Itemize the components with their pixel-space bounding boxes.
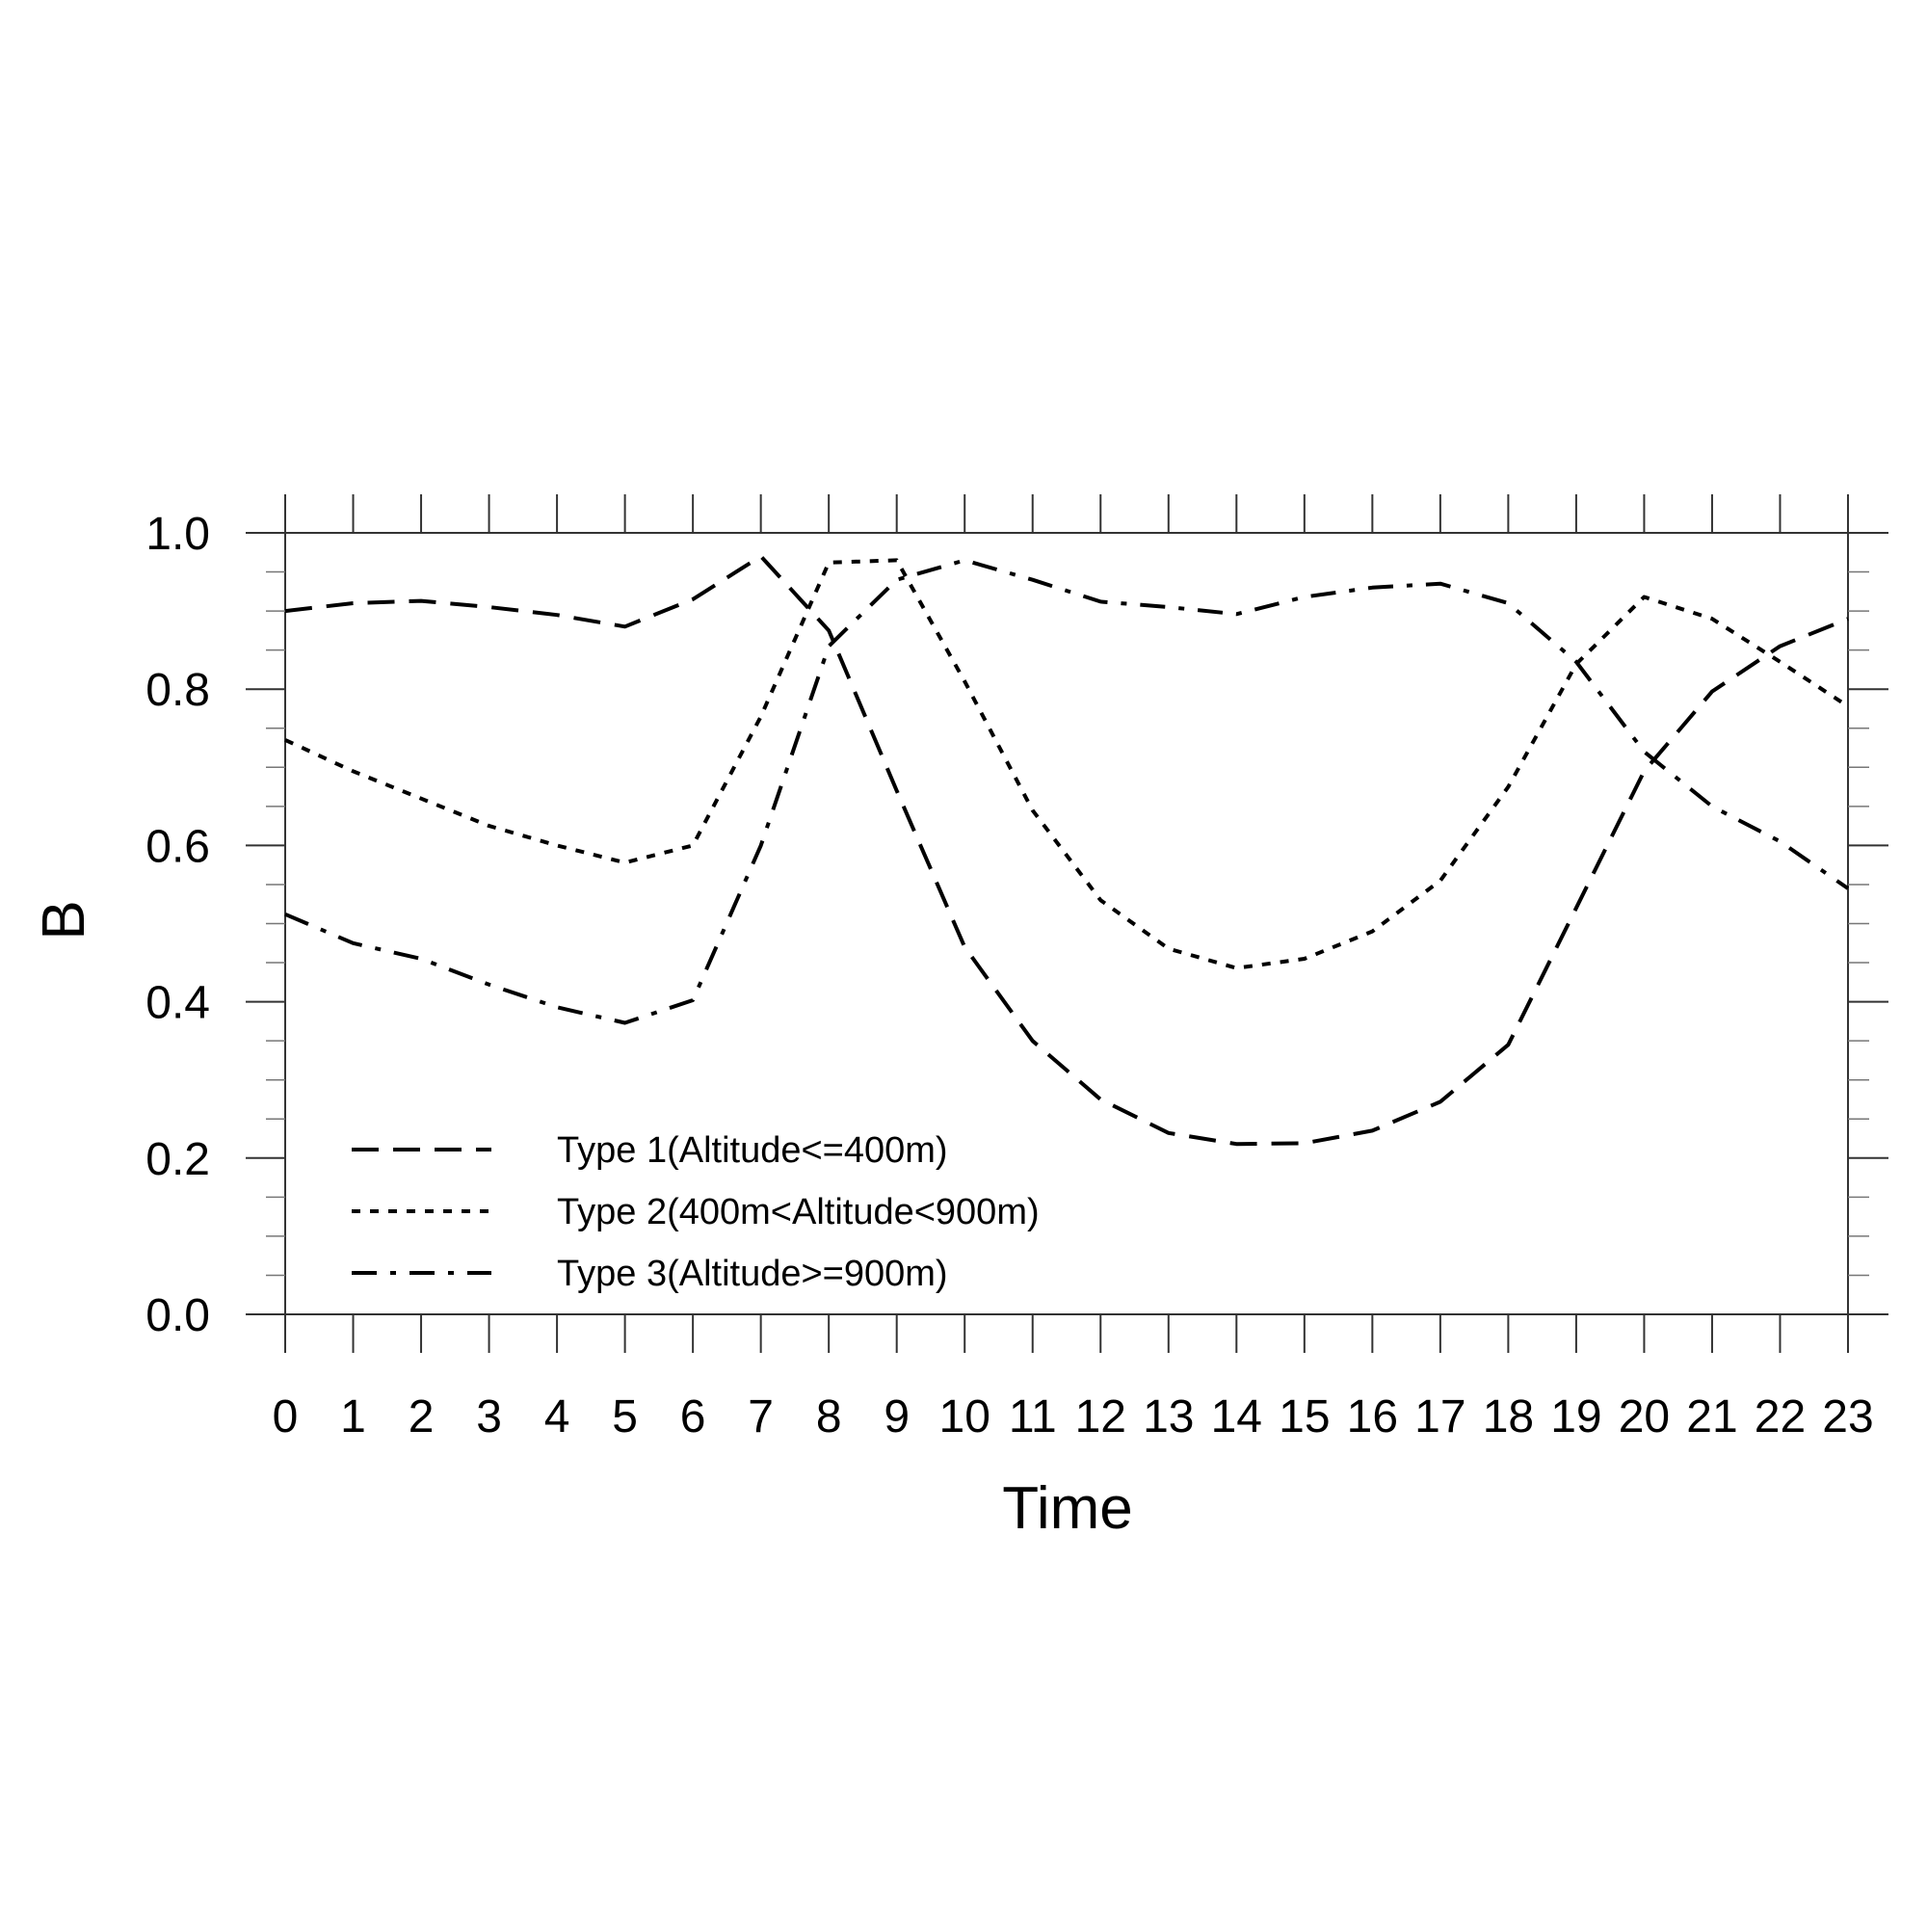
legend: Type 1(Altitude<=400m) Type 2(400m<Altitu… [352, 1130, 1040, 1294]
x-tick-label: 9 [884, 1391, 910, 1442]
x-tick-label: 11 [1009, 1391, 1057, 1442]
x-tick-label: 4 [544, 1391, 570, 1442]
x-tick-label: 23 [1822, 1391, 1873, 1442]
y-tick-label: 0.8 [145, 665, 210, 716]
x-tick-label: 2 [409, 1391, 435, 1442]
y-tick-label: 0.6 [145, 821, 210, 872]
x-tick-label: 0 [273, 1391, 299, 1442]
x-tick-label: 12 [1075, 1391, 1126, 1442]
y-tick-label: 1.0 [145, 509, 210, 560]
y-tick-label: 0.2 [145, 1134, 210, 1185]
x-tick-label: 19 [1550, 1391, 1601, 1442]
x-tick-label: 5 [612, 1391, 638, 1442]
series-line-2 [284, 558, 1850, 970]
y-tick-label: 0.4 [145, 978, 210, 1029]
series-line-3 [284, 558, 1850, 1025]
x-tick-label: 18 [1483, 1391, 1534, 1442]
legend-label-2: Type 2(400m<Altitude<900m) [557, 1192, 1040, 1232]
x-tick-label: 20 [1619, 1391, 1670, 1442]
x-tick-label: 7 [748, 1391, 774, 1442]
x-tick-label: 8 [816, 1391, 842, 1442]
x-tick-label: 22 [1755, 1391, 1806, 1442]
x-tick-label: 16 [1347, 1391, 1398, 1442]
x-tick-label: 17 [1414, 1391, 1465, 1442]
legend-label-3: Type 3(Altitude>=900m) [557, 1254, 948, 1294]
x-tick-label: 6 [680, 1391, 706, 1442]
y-axis-title: B [31, 900, 97, 940]
x-axis-title: Time [1002, 1475, 1132, 1542]
x-tick-label: 14 [1211, 1391, 1262, 1442]
series-line-1 [284, 554, 1849, 1147]
x-tick-label: 15 [1279, 1391, 1330, 1442]
y-tick-label: 0.0 [145, 1290, 210, 1341]
x-tick-label: 21 [1686, 1391, 1737, 1442]
plot-frame [284, 532, 1849, 1315]
x-tick-label: 10 [939, 1391, 990, 1442]
series-layer [284, 554, 1850, 1147]
x-tick-label: 1 [340, 1391, 366, 1442]
x-tick-label: 13 [1143, 1391, 1194, 1442]
x-tick-label: 3 [476, 1391, 502, 1442]
legend-label-1: Type 1(Altitude<=400m) [557, 1130, 948, 1171]
axes-layer: 0 1 2 3 4 5 6 7 8 9 10 11 12 13 14 15 16 17 18 19 20 21 22 230.… [145, 494, 1888, 1442]
